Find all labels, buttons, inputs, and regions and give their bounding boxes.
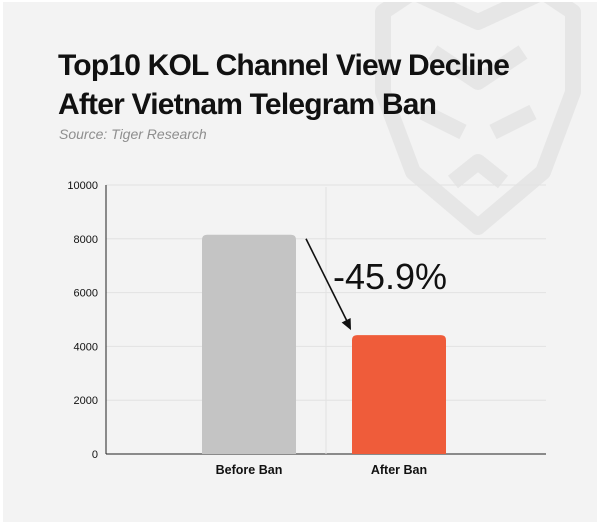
y-tick-label: 8000: [74, 234, 98, 246]
x-tick-label: After Ban: [371, 463, 427, 477]
bar-after-ban: [352, 335, 446, 454]
chart-title: Top10 KOL Channel View Decline After Vie…: [58, 46, 558, 124]
source-note: Source: Tiger Research: [59, 126, 207, 142]
decline-arrow-head-icon: [341, 318, 351, 331]
chart-title-line-1: Top10 KOL Channel View Decline: [58, 49, 510, 82]
bar-chart: 0 2000 4000 6000 8000 10000 Before Ban After Ba…: [67, 180, 546, 477]
x-tick-label: Before Ban: [216, 463, 283, 477]
y-tick-label: 10000: [67, 180, 98, 192]
decline-annotation: -45.9%: [333, 256, 447, 297]
decline-arrow-shaft: [305, 238, 349, 324]
y-tick-label: 4000: [74, 341, 98, 353]
tiger-watermark-icon: [375, 2, 581, 235]
bar-before-ban: [202, 234, 296, 454]
y-tick-label: 2000: [74, 395, 98, 407]
chart-card: Top10 KOL Channel View Decline After Vie…: [3, 2, 597, 522]
chart-title-line-2: After Vietnam Telegram Ban: [58, 88, 437, 121]
y-tick-label: 6000: [74, 288, 98, 300]
y-tick-label: 0: [92, 449, 98, 461]
